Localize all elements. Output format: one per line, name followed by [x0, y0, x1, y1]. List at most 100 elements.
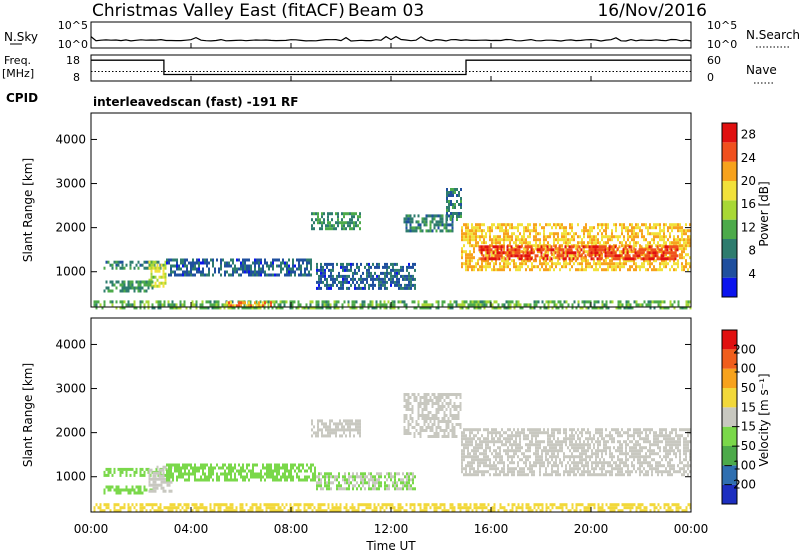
data-cell [276, 463, 278, 467]
data-cell [681, 235, 683, 239]
data-cell [495, 306, 498, 310]
data-cell [421, 402, 424, 405]
data-cell [212, 261, 214, 265]
data-cell [226, 466, 228, 470]
data-cell [673, 241, 675, 245]
data-cell [517, 238, 519, 242]
data-cell [415, 396, 418, 399]
data-cell [390, 472, 392, 476]
data-cell [402, 484, 404, 488]
data-cell [603, 241, 605, 245]
data-cell [220, 273, 222, 277]
data-cell [309, 503, 312, 507]
data-cell [513, 452, 515, 456]
data-cell [429, 429, 432, 432]
data-cell [419, 509, 422, 513]
data-cell [345, 506, 348, 510]
data-cell [396, 472, 398, 476]
data-cell [111, 283, 114, 287]
data-cell [280, 466, 282, 470]
data-cell [571, 253, 573, 257]
data-cell [188, 261, 190, 265]
data-cell [435, 214, 438, 218]
data-cell [335, 212, 337, 216]
data-cell [534, 254, 537, 258]
data-cell [513, 473, 515, 477]
data-cell [394, 478, 396, 482]
data-cell [497, 268, 499, 272]
data-cell [216, 475, 218, 479]
data-cell [135, 263, 138, 267]
data-cell [143, 488, 146, 492]
data-cell [499, 268, 501, 272]
data-cell [679, 226, 681, 230]
data-cell [589, 226, 591, 230]
data-cell [133, 473, 136, 477]
data-cell [485, 446, 487, 450]
data-cell [135, 306, 138, 310]
data-cell [157, 303, 160, 307]
data-cell [572, 245, 575, 249]
data-cell [317, 503, 320, 507]
data-cell [507, 449, 509, 453]
data-cell [463, 303, 466, 307]
data-cell [675, 506, 678, 510]
data-cell [340, 484, 342, 488]
data-cell [669, 303, 672, 307]
data-cell [637, 235, 639, 239]
data-cell [296, 258, 298, 262]
data-cell [597, 306, 600, 310]
data-cell [427, 214, 430, 218]
data-cell [641, 303, 644, 307]
data-cell [663, 232, 665, 236]
data-cell [302, 258, 304, 262]
data-cell [484, 248, 487, 252]
data-cell [147, 300, 150, 304]
nsearch-label: N.Search [746, 28, 800, 42]
data-cell [329, 428, 331, 432]
data-cell [485, 303, 488, 307]
data-cell [402, 286, 404, 290]
data-cell [492, 257, 495, 261]
data-cell [467, 440, 469, 444]
data-cell [399, 503, 402, 507]
data-cell [491, 306, 494, 310]
data-cell [103, 289, 106, 293]
data-cell [173, 303, 176, 307]
data-cell [643, 262, 645, 266]
data-cell [411, 417, 414, 420]
data-cell [503, 431, 505, 435]
data-cell [421, 220, 424, 224]
data-cell [305, 509, 308, 513]
data-cell [652, 248, 655, 252]
data-cell [314, 466, 316, 470]
data-cell [374, 475, 376, 479]
data-cell [346, 286, 348, 290]
data-cell [423, 417, 426, 420]
data-cell [499, 306, 502, 310]
data-cell [665, 235, 667, 239]
data-cell [275, 503, 278, 507]
data-cell [509, 467, 511, 471]
data-cell [226, 475, 228, 479]
data-cell [488, 248, 491, 252]
data-cell [649, 509, 652, 513]
data-cell [195, 503, 198, 507]
data-cell [370, 274, 372, 278]
data-cell [158, 275, 161, 279]
data-cell [355, 300, 358, 304]
data-cell [666, 245, 669, 249]
data-cell [475, 306, 478, 310]
data-cell [461, 437, 463, 441]
data-cell [561, 256, 563, 260]
data-cell [210, 475, 212, 479]
data-cell [465, 503, 468, 507]
data-cell [650, 245, 653, 249]
data-cell [503, 232, 505, 236]
data-cell [475, 470, 477, 474]
data-cell [493, 300, 496, 304]
data-cell [247, 509, 250, 513]
data-cell [441, 393, 444, 396]
data-cell [219, 509, 222, 513]
data-cell [561, 306, 564, 310]
